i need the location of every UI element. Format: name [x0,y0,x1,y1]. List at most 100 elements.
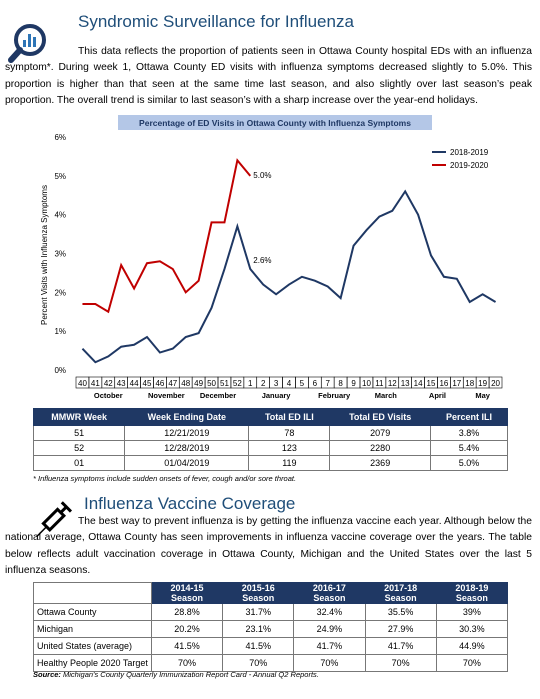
chart-title-box [118,115,432,130]
column-header: 2017-18 Season [364,582,437,604]
table-cell: 44.9% [435,637,509,655]
table-cell: 2079 [329,425,431,441]
category-cell [488,376,503,389]
legend-label: 2019-2020 [450,161,489,170]
table-cell: 5.0% [429,455,509,471]
x-tick-label: 48 [181,379,190,388]
y-tick-label: 0% [54,366,66,375]
x-tick-label: 51 [220,379,229,388]
table-cell: 2369 [329,455,431,471]
table-row: 52 12/28/2019 123 2280 5.4% [32,440,509,456]
table-cell: 30.3% [435,620,509,638]
table-cell: 12/28/2019 [124,440,250,456]
y-axis-label: Percent Visits with Influenza Symptoms [40,185,49,325]
x-tick-label: 7 [326,379,331,388]
column-header: 2018-19 Season [435,582,509,604]
column-header: Total ED Visits [329,408,431,426]
series-line [81,189,497,364]
source-text: Michigan's County Quarterly Immunization… [60,670,319,679]
chart-title: Percentage of ED Visits in Ottawa County… [139,118,411,128]
table-cell: 31.7% [222,603,295,621]
x-tick-label: 10 [362,379,371,388]
title: Syndromic Surveillance for Influenza [78,12,354,31]
x-tick-label: 18 [465,379,474,388]
table-cell: 70% [293,654,366,672]
column-header: 2015-16 Season [222,582,295,604]
x-tick-label: 14 [414,379,423,388]
column-header: Week Ending Date [124,408,250,426]
table-vaccine: 2014-15 Season 2015-16 Season 2016-17 Seas… [33,582,509,672]
x-tick-label: 19 [478,379,487,388]
table-cell: 5.4% [429,440,509,456]
x-tick-label: 2 [261,379,266,388]
table-cell: 41.7% [364,637,437,655]
table-cell: 20.2% [150,620,224,638]
table-cell: 01/04/2019 [124,455,250,471]
table-cell: 70% [222,654,295,672]
table-cell: 2280 [329,440,431,456]
x-tick-label: 8 [338,379,343,388]
x-tick-label: 5 [300,379,305,388]
table-cell: 78 [248,425,331,441]
corner-cell [33,582,152,604]
x-tick-label: 17 [452,379,461,388]
month-label: February [318,391,351,400]
table-row: 51 12/21/2019 78 2079 3.8% [32,425,509,441]
month-label: March [375,391,398,400]
y-tick-label: 5% [54,172,66,181]
table-cell: 32.4% [293,603,366,621]
table-cell: 23.1% [222,620,295,638]
table-cell: 28.8% [150,603,224,621]
x-tick-label: 1 [248,379,253,388]
table-cell: 27.9% [364,620,437,638]
row-header: Michigan [33,620,152,638]
search-icon [8,24,46,63]
annotation: 2.6% [253,256,271,265]
table-row: 01 01/04/2019 119 2369 5.0% [32,455,509,471]
table-cell: 119 [248,455,331,471]
x-tick-label: 50 [207,379,216,388]
table-cell: 41.5% [150,637,224,655]
table-cell: 70% [150,654,224,672]
header-row: MMWR Week Week Ending Date Total ED ILI Tot… [32,408,509,426]
x-tick-label: 47 [168,379,177,388]
table-row: United States (average) 41.5% 41.5% 41.7% 41… [33,637,509,655]
x-tick-label: 6 [313,379,318,388]
table-row: Healthy People 2020 Target 70% 70% 70% 70% 70… [33,654,509,672]
x-tick-label: 45 [143,379,152,388]
table-cell: 01 [32,455,126,471]
x-tick-label: 20 [491,379,500,388]
column-header: 2016-17 Season [293,582,366,604]
table-cell: 52 [32,440,126,456]
annotation: 5.0% [253,171,271,180]
x-tick-label: 3 [274,379,279,388]
x-tick-label: 43 [117,379,126,388]
x-tick-label: 13 [401,379,410,388]
column-header: Total ED ILI [248,408,331,426]
y-tick-label: 6% [54,133,66,142]
y-tick-label: 3% [54,250,66,259]
x-tick-label: 11 [375,379,384,388]
x-tick-label: 41 [91,379,100,388]
table-cell: 3.8% [429,425,509,441]
section-title: Influenza Vaccine Coverage [84,494,296,513]
footnote: * Influenza symptoms include sudden onse… [33,474,297,483]
row-header: Ottawa County [33,603,152,621]
month-label: May [475,391,490,400]
table-cell: 70% [364,654,437,672]
column-header: 2014-15 Season [150,582,224,604]
x-tick-label: 9 [351,379,356,388]
table-cell: 12/21/2019 [124,425,250,441]
month-label: April [429,391,446,400]
chart: Percentage of ED Visits in Ottawa County… [40,115,503,400]
vaccine-paragraph: The best way to prevent influenza is by … [5,516,532,576]
table-row: Michigan 20.2% 23.1% 24.9% 27.9% 30.3% [33,620,509,638]
x-tick-label: 4 [287,379,292,388]
table-cell: 24.9% [293,620,366,638]
row-header: Healthy People 2020 Target [33,654,152,672]
table-cell: 41.5% [222,637,295,655]
table-cell: 70% [435,654,509,672]
table-cell: 39% [435,603,509,621]
source-label: Source: [33,670,61,679]
